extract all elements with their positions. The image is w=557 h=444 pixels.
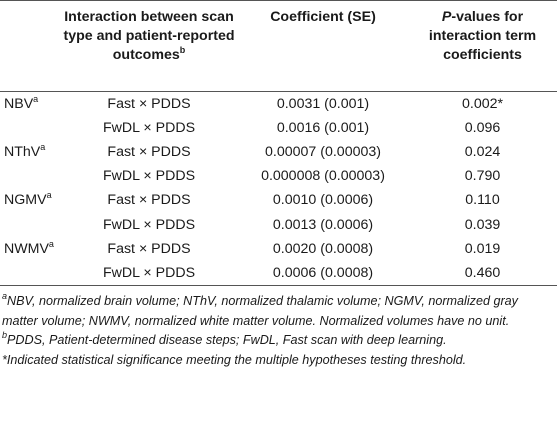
- cell-coefficient: 0.0006 (0.0008): [238, 260, 408, 286]
- measure-label: NWMV: [4, 240, 49, 257]
- cell-interaction: FwDL × PDDS: [102, 119, 196, 136]
- cell-coefficient: 0.0010 (0.0006): [272, 192, 374, 209]
- table-row: NWMVa Fast × PDDS 0.0020 (0.0008) 0.019: [0, 237, 557, 261]
- table-row: FwDL × PDDS 0.000008 (0.00003) 0.790: [0, 164, 557, 188]
- header-pvalues-rest: -values for interaction term coefficient…: [428, 9, 537, 63]
- cell-measure: [0, 260, 60, 286]
- cell-pvalue: 0.460: [408, 260, 557, 286]
- header-pvalues: P-values for interaction term coefficien…: [408, 0, 557, 92]
- cell-coefficient: 0.0020 (0.0008): [272, 240, 374, 257]
- cell-pvalue: 0.096: [464, 119, 501, 136]
- header-pvalues-italic: P: [441, 9, 452, 25]
- cell-interaction: FwDL × PDDS: [102, 216, 196, 233]
- measure-label: NThV: [4, 143, 41, 160]
- footnote-star: *Indicated statistical significance meet…: [2, 352, 467, 367]
- cell-measure: NWMVa: [0, 237, 60, 261]
- cell-interaction: Fast × PDDS: [107, 240, 191, 257]
- table-row: NBVa Fast × PDDS 0.0031 (0.001) 0.002*: [0, 91, 557, 116]
- footnote-a-marker: a: [2, 291, 8, 301]
- table-row: FwDL × PDDS 0.0006 (0.0008) 0.460: [0, 260, 557, 286]
- cell-pvalue: 0.039: [464, 216, 501, 233]
- footnotes: aNBV, normalized brain volume; NThV, nor…: [0, 286, 557, 370]
- cell-measure: [0, 164, 60, 188]
- table-row: NThVa Fast × PDDS 0.00007 (0.00003) 0.024: [0, 140, 557, 164]
- cell-measure: [0, 116, 60, 140]
- cell-coefficient: 0.0031 (0.001): [276, 95, 370, 112]
- header-coefficient: Coefficient (SE): [238, 0, 408, 92]
- results-table: Interaction between scan type and patien…: [0, 0, 557, 286]
- footnote-a: aNBV, normalized brain volume; NThV, nor…: [2, 292, 555, 331]
- cell-measure: NBVa: [0, 91, 60, 116]
- measure-label: NGMV: [4, 192, 47, 209]
- header-interaction-text: Interaction between scan type and patien…: [63, 9, 235, 63]
- measure-label: NBV: [4, 95, 34, 112]
- cell-interaction: Fast × PDDS: [107, 95, 191, 112]
- cell-pvalue: 0.790: [464, 168, 501, 185]
- cell-measure: [0, 212, 60, 236]
- cell-measure: NGMVa: [0, 188, 60, 212]
- cell-coefficient: 0.00007 (0.00003): [265, 143, 381, 160]
- cell-coefficient: 0.000008 (0.00003): [261, 168, 385, 185]
- table-top-rule: [0, 0, 557, 1]
- cell-interaction: Fast × PDDS: [107, 143, 191, 160]
- cell-interaction: Fast × PDDS: [107, 192, 191, 209]
- cell-pvalue: 0.110: [465, 192, 500, 209]
- footnote-b: bPDDS, Patient-determined disease steps;…: [2, 331, 555, 351]
- header-interaction: Interaction between scan type and patien…: [60, 0, 238, 92]
- measure-sup: a: [40, 141, 46, 152]
- table-row: NGMVa Fast × PDDS 0.0010 (0.0006) 0.110: [0, 188, 557, 212]
- cell-measure: NThVa: [0, 140, 60, 164]
- header-measure: [0, 0, 60, 92]
- measure-sup: a: [33, 93, 39, 104]
- cell-pvalue: 0.002*: [461, 95, 504, 112]
- cell-interaction: FwDL × PDDS: [102, 168, 196, 185]
- footnote-a-text: NBV, normalized brain volume; NThV, norm…: [2, 294, 518, 328]
- table-row: FwDL × PDDS 0.0016 (0.001) 0.096: [0, 116, 557, 140]
- table-header-row: Interaction between scan type and patien…: [0, 0, 557, 92]
- cell-pvalue: 0.019: [464, 240, 501, 257]
- measure-sup: a: [46, 190, 52, 201]
- cell-interaction: FwDL × PDDS: [60, 260, 238, 286]
- measure-sup: a: [48, 238, 54, 249]
- footnote-b-marker: b: [2, 330, 8, 340]
- table-body: NBVa Fast × PDDS 0.0031 (0.001) 0.002* FwDL …: [0, 91, 557, 286]
- header-interaction-sup: b: [179, 45, 186, 55]
- cell-pvalue: 0.024: [464, 143, 501, 160]
- footnote-b-text: PDDS, Patient-determined disease steps; …: [7, 333, 447, 347]
- cell-coefficient: 0.0016 (0.001): [276, 119, 370, 136]
- cell-coefficient: 0.0013 (0.0006): [272, 216, 374, 233]
- table-row: FwDL × PDDS 0.0013 (0.0006) 0.039: [0, 212, 557, 236]
